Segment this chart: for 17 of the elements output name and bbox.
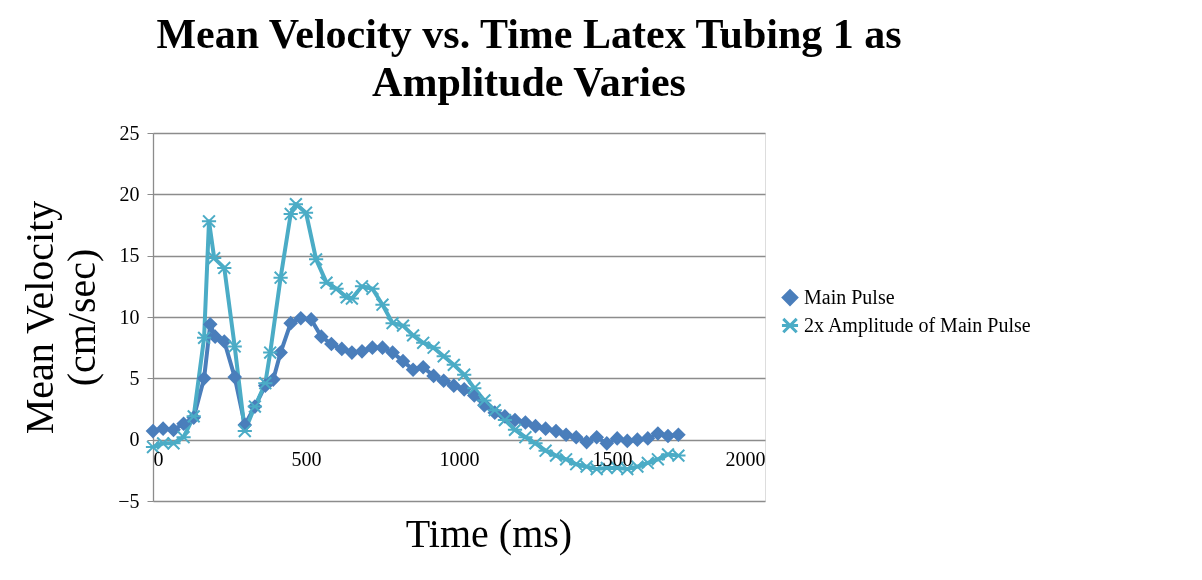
y-axis-title: Mean Velocity (cm/sec) <box>17 200 105 435</box>
x-tick-label: 1000 <box>439 448 480 471</box>
y-tick-label: 25 <box>119 121 140 144</box>
x-tick-label: 2000 <box>725 448 766 471</box>
legend-label: 2x Amplitude of Main Pulse <box>804 313 1031 337</box>
y-tick-label: 0 <box>129 428 140 451</box>
y-tick-label: 10 <box>119 305 140 328</box>
x-tick-label: 500 <box>291 448 322 471</box>
y-tick-label: 20 <box>119 182 140 205</box>
y-tick-label: 15 <box>119 244 140 267</box>
y-tick-label: 5 <box>129 366 140 389</box>
legend-label: Main Pulse <box>804 285 895 308</box>
x-tick-label: 0 <box>153 448 164 471</box>
chart-title: Mean Velocity vs. Time Latex Tubing 1 as Amplitude Varies <box>156 11 902 105</box>
x-axis-title: Time (ms) <box>405 511 573 556</box>
y-tick-label: −5 <box>118 489 140 512</box>
x-tick-label: 1500 <box>592 448 633 471</box>
